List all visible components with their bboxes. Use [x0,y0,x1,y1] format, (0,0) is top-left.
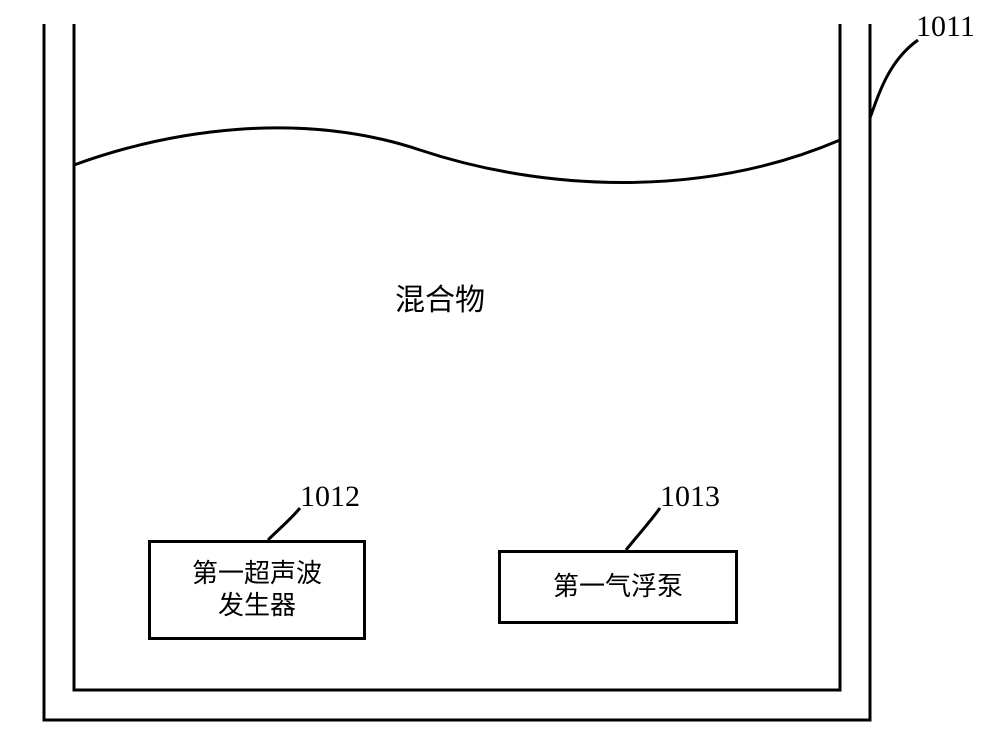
ref-label-1011: 1011 [916,10,975,44]
ref-label-1012: 1012 [300,480,360,514]
flotation-pump-box: 第一气浮泵 [498,550,738,624]
ultrasonic-generator-box: 第一超声波 发生器 [148,540,366,640]
flotation-pump-text: 第一气浮泵 [553,571,683,604]
mixture-label: 混合物 [395,275,485,319]
ref-label-1013: 1013 [660,480,720,514]
ultrasonic-generator-text: 第一超声波 发生器 [192,558,322,623]
diagram-canvas: 1011 混合物 第一超声波 发生器 1012 第一气浮泵 1013 [0,0,1000,739]
